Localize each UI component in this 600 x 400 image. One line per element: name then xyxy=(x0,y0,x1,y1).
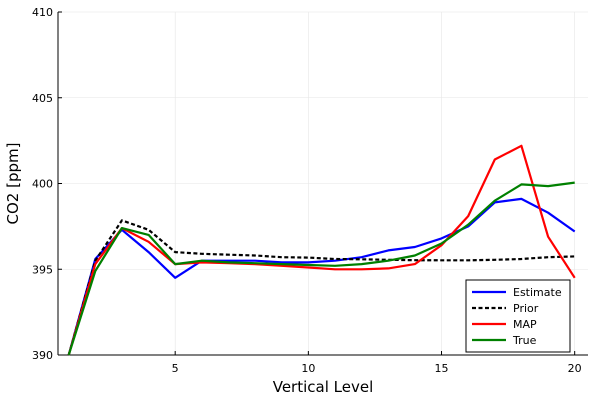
y-tick-label: 395 xyxy=(32,263,53,276)
legend: Estimate Prior MAP True xyxy=(465,279,571,353)
y-tick-label: 400 xyxy=(32,178,53,191)
series-line-true xyxy=(67,181,575,356)
y-tick-label: 390 xyxy=(32,349,53,362)
series-line-map xyxy=(67,144,576,356)
legend-label-prior: Prior xyxy=(513,302,539,315)
x-tick-label: 15 xyxy=(435,362,449,375)
y-tick-label: 410 xyxy=(32,6,53,19)
x-axis-label: Vertical Level xyxy=(273,378,374,396)
x-tick-label: 10 xyxy=(301,362,315,375)
y-axis-label: CO2 [ppm] xyxy=(4,143,22,225)
legend-label-map: MAP xyxy=(513,318,537,331)
ticks: 5 10 15 20 390 395 400 405 410 xyxy=(32,6,582,375)
series-group xyxy=(67,144,576,356)
series-line-estimate xyxy=(67,197,576,356)
legend-label-true: True xyxy=(512,334,537,347)
x-tick-label: 20 xyxy=(568,362,582,375)
x-tick-label: 5 xyxy=(172,362,179,375)
legend-label-estimate: Estimate xyxy=(513,286,562,299)
y-tick-label: 405 xyxy=(32,92,53,105)
